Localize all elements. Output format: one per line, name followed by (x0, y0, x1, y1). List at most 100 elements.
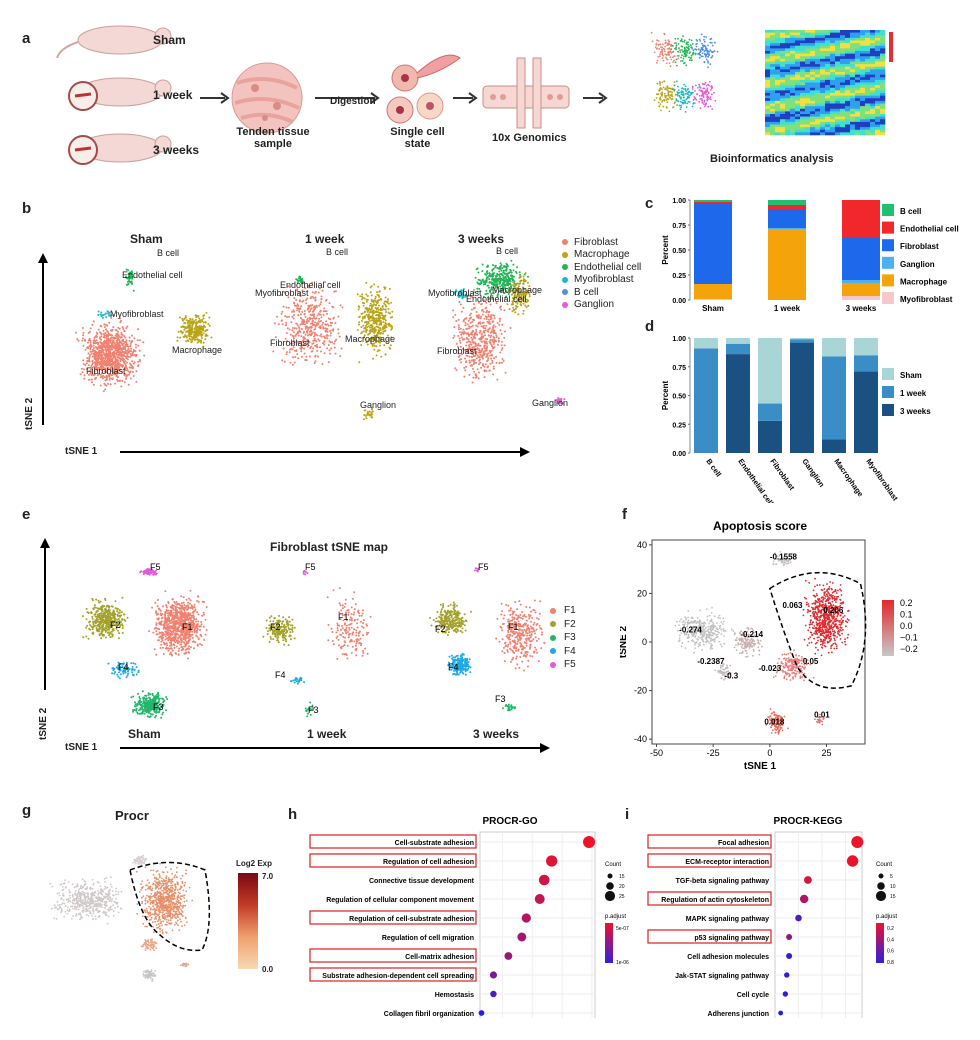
cell-dot (677, 85, 679, 88)
cell-dot (527, 275, 529, 278)
cell-dot (382, 332, 384, 335)
heatmap-cell (800, 53, 806, 57)
cell-dot (324, 337, 327, 339)
cell-dot (113, 342, 116, 345)
cell-dot (489, 322, 492, 325)
cell-dot (313, 362, 316, 364)
cell-dot (306, 317, 309, 320)
cell-dot (365, 320, 368, 323)
tsne-b-label: Fibroblast (270, 338, 310, 348)
cell-dot (365, 313, 368, 316)
heatmap-cell (800, 93, 806, 96)
heatmap-cell (820, 35, 826, 39)
heatmap-cell (845, 43, 851, 47)
cell-dot (136, 365, 139, 368)
cell-dot (100, 365, 102, 368)
cell-dot (695, 45, 698, 48)
heatmap-cell (780, 74, 786, 78)
cell-dot (130, 270, 133, 273)
cell-dot (176, 336, 179, 339)
cell-dot (297, 277, 300, 280)
cell-dot (462, 295, 465, 298)
heatmap-cell (815, 51, 821, 54)
cell-cluster (97, 310, 115, 319)
cell-dot (659, 87, 662, 89)
cell-dot (106, 356, 108, 359)
heatmap-cell (840, 114, 846, 117)
heatmap-cell (790, 51, 796, 54)
cell-dot (499, 305, 502, 308)
cell-dot (698, 94, 701, 97)
heatmap-cell (865, 30, 871, 33)
cell-dot (329, 352, 332, 355)
cell-dot (674, 93, 677, 96)
heatmap-cell (825, 74, 831, 78)
cell-dot (125, 268, 128, 271)
heatmap-cell (785, 103, 791, 107)
cell-dot (669, 56, 672, 59)
cell-dot (191, 324, 194, 327)
cell-dot (185, 319, 188, 322)
cell-dot (700, 95, 703, 97)
heatmap-cell (845, 64, 851, 68)
heatmap-cell (765, 72, 771, 75)
cell-dot (375, 323, 378, 326)
heatmap-cell (790, 77, 796, 81)
cell-dot (473, 334, 476, 336)
cell-cluster (295, 275, 304, 285)
heatmap-cell (825, 48, 831, 52)
cell-dot (685, 46, 688, 48)
cell-dot (476, 347, 479, 350)
cell-dot (298, 326, 300, 329)
heatmap-cell (845, 106, 851, 110)
heatmap-cell (875, 124, 881, 128)
heatmap-cell (780, 132, 786, 136)
bar-segment (694, 284, 732, 299)
heatmap-cell (855, 100, 861, 104)
heatmap-cell (845, 56, 851, 60)
single-cells-icon (386, 54, 461, 124)
cell-dot (471, 347, 474, 350)
heatmap-cell (850, 69, 856, 73)
cell-dot (382, 308, 385, 311)
heatmap-cell (775, 119, 781, 123)
cell-dot (311, 317, 314, 320)
heatmap-cell (810, 69, 816, 73)
cell-dot (493, 357, 496, 360)
cell-dot (367, 333, 370, 336)
x-tick-label: Endothelial cell (736, 457, 775, 503)
cell-dot (698, 83, 700, 86)
cell-dot (116, 378, 118, 381)
cell-dot (674, 101, 676, 103)
heatmap-cell (865, 45, 871, 49)
cell-dot (711, 108, 714, 110)
cell-dot (280, 319, 283, 322)
cell-dot (380, 298, 383, 301)
heatmap-cell (835, 103, 841, 107)
heatmap-cell (790, 45, 796, 49)
cell-dot (107, 343, 110, 346)
heatmap-cell (785, 100, 791, 104)
cell-dot (458, 300, 461, 303)
heatmap-cell (845, 48, 851, 52)
cell-dot (692, 49, 695, 52)
heatmap-cell (830, 98, 836, 102)
cell-dot (498, 282, 501, 284)
heatmap-cell (855, 82, 861, 86)
cell-dot (202, 345, 205, 348)
cell-dot (322, 321, 324, 324)
cell-dot (483, 340, 486, 343)
heatmap-cell (775, 132, 781, 136)
cell-dot (494, 286, 497, 289)
cell-dot (110, 339, 112, 342)
cell-dot (102, 351, 105, 354)
heatmap-cell (875, 51, 881, 54)
cell-dot (300, 305, 303, 308)
cell-dot (130, 281, 133, 284)
heatmap-cell (855, 53, 861, 57)
heatmap-cell (820, 56, 826, 60)
heatmap-cell (775, 106, 781, 110)
cell-dot (459, 303, 462, 306)
heatmap-cell (775, 72, 781, 75)
